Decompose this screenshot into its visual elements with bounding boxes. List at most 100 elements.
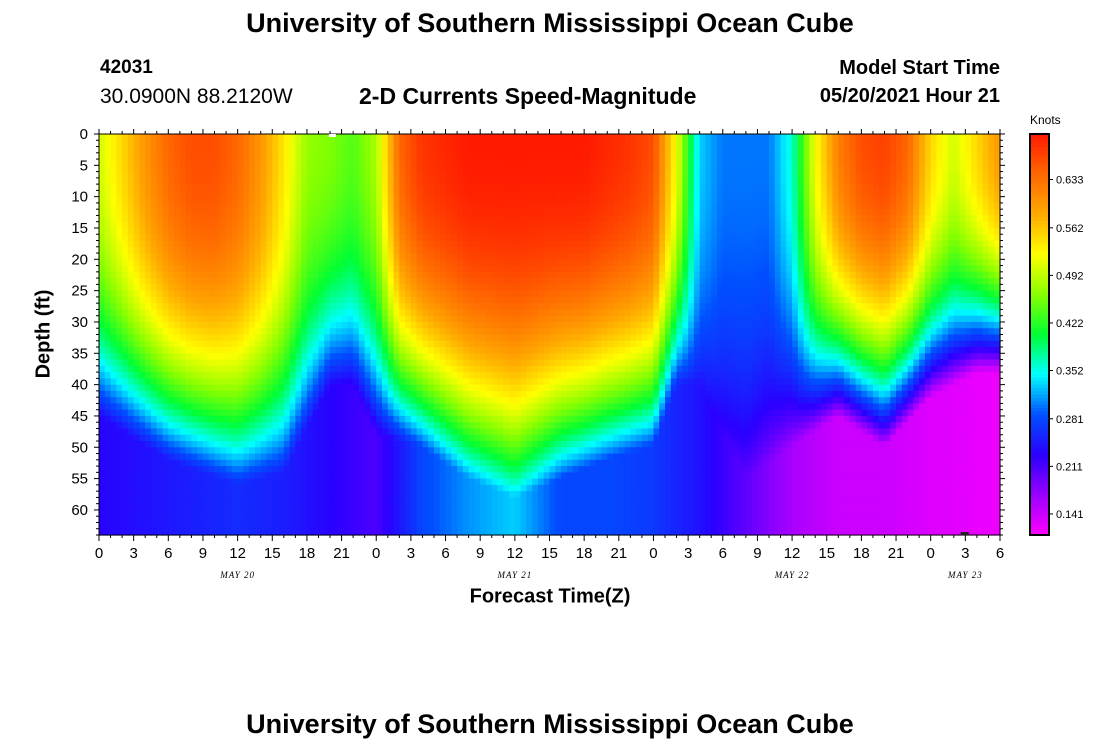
heat-cell <box>497 334 504 342</box>
heat-cell <box>99 171 106 179</box>
heat-cell <box>133 246 141 254</box>
heat-cell <box>133 290 141 298</box>
heat-cell <box>104 234 112 242</box>
heat-cell <box>179 434 187 442</box>
heat-cell <box>376 171 383 179</box>
heat-cell <box>168 390 175 398</box>
heat-cell <box>503 140 510 148</box>
heat-cell <box>237 215 244 223</box>
heat-cell <box>324 409 331 417</box>
heat-cell <box>145 184 152 191</box>
heat-cell <box>537 415 545 423</box>
heat-cell <box>393 321 400 329</box>
heat-cell <box>474 466 481 473</box>
heat-cell <box>174 459 181 467</box>
heat-cell <box>156 265 164 273</box>
heat-cell <box>278 491 285 499</box>
heat-cell <box>387 265 395 273</box>
heat-cell <box>497 134 504 141</box>
heat-cell <box>249 372 256 379</box>
heat-cell <box>254 321 262 329</box>
heat-cell <box>122 497 129 505</box>
heat-cell <box>99 422 106 430</box>
heat-cell <box>462 497 470 505</box>
heat-cell <box>491 152 499 160</box>
heat-cell <box>191 353 198 361</box>
heat-cell <box>480 353 487 361</box>
heat-cell <box>480 140 487 148</box>
heat-cell <box>335 428 343 436</box>
heat-cell <box>156 184 164 191</box>
heat-cell <box>260 334 268 342</box>
heat-cell <box>537 159 545 166</box>
heat-cell <box>139 321 146 329</box>
heat-cell <box>376 246 383 254</box>
heat-cell <box>439 152 447 160</box>
heat-cell <box>509 409 516 417</box>
heat-cell <box>197 447 204 455</box>
heat-cell <box>254 227 262 235</box>
heat-cell <box>191 278 198 285</box>
heat-cell <box>474 403 481 411</box>
heat-cell <box>295 309 302 317</box>
heat-cell <box>162 259 169 267</box>
heat-cell <box>295 152 302 160</box>
heat-cell <box>497 453 504 461</box>
heat-cell <box>283 509 291 517</box>
heat-cell <box>457 466 464 473</box>
heat-cell <box>266 441 273 448</box>
heat-cell <box>335 253 343 260</box>
heat-cell <box>462 340 470 348</box>
heat-cell <box>283 397 291 405</box>
heat-cell <box>318 171 325 179</box>
heat-cell <box>197 159 204 166</box>
heat-cell <box>306 441 314 448</box>
heat-cell <box>370 284 377 292</box>
heat-cell <box>249 196 256 204</box>
heat-cell <box>127 384 135 392</box>
heat-cell <box>509 509 516 517</box>
heat-cell <box>468 196 476 204</box>
heat-cell <box>543 422 551 430</box>
heat-cell <box>301 353 308 361</box>
heat-cell <box>387 409 395 417</box>
heat-cell <box>312 177 320 185</box>
heat-cell <box>439 334 447 342</box>
heat-cell <box>283 140 291 148</box>
heat-cell <box>226 290 233 298</box>
heat-cell <box>237 415 244 423</box>
heat-cell <box>226 428 233 436</box>
heat-cell <box>191 134 198 141</box>
heat-cell <box>485 497 493 505</box>
heat-cell <box>231 472 239 480</box>
heat-cell <box>191 409 198 417</box>
heat-cell <box>289 296 296 304</box>
heat-cell <box>462 171 470 179</box>
heat-cell <box>353 359 360 367</box>
heat-cell <box>104 240 112 248</box>
heat-cell <box>485 278 493 285</box>
heat-cell <box>347 227 354 235</box>
heat-cell <box>376 284 383 292</box>
heat-cell <box>399 253 406 260</box>
heat-cell <box>445 353 452 361</box>
heat-cell <box>537 240 545 248</box>
heat-cell <box>405 140 412 148</box>
heat-cell <box>520 503 527 511</box>
heat-cell <box>330 284 337 292</box>
heat-cell <box>543 459 551 467</box>
heat-cell <box>393 453 400 461</box>
heat-cell <box>474 328 481 336</box>
heat-cell <box>428 522 435 530</box>
heat-cell <box>179 328 187 336</box>
heat-cell <box>231 309 239 317</box>
heat-cell <box>272 315 279 323</box>
heat-cell <box>497 190 504 198</box>
heat-cell <box>104 321 112 329</box>
heat-cell <box>185 271 193 279</box>
heat-cell <box>162 146 169 154</box>
heat-cell <box>341 152 348 160</box>
heat-cell <box>364 253 372 260</box>
heat-cell <box>133 441 141 448</box>
heat-cell <box>364 415 372 423</box>
